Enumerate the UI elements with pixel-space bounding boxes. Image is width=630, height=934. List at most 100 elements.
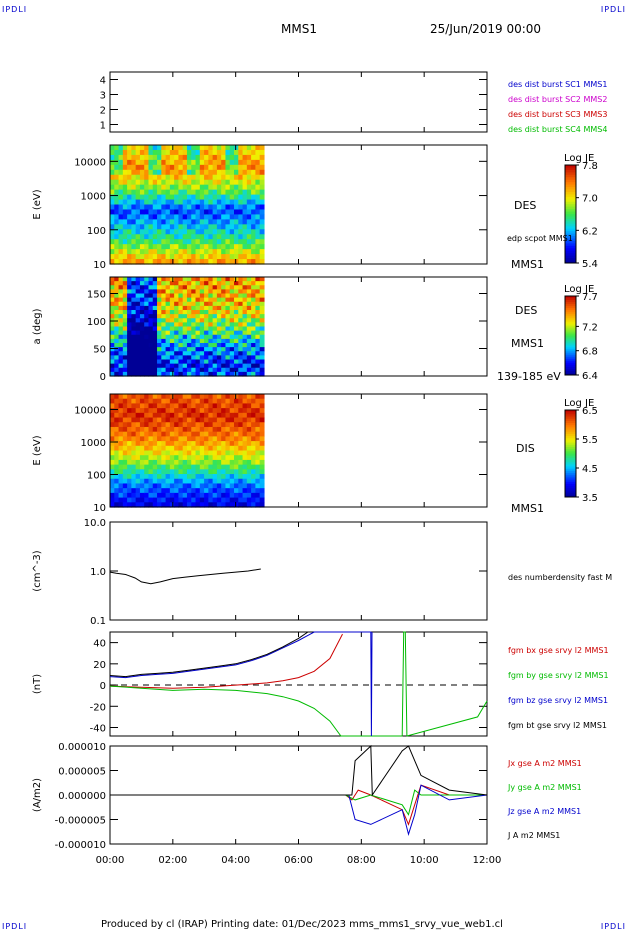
spectrogram-0-cell: [135, 184, 141, 191]
spectrogram-2-cell: [242, 459, 248, 466]
spectrogram-2-cell: [148, 417, 154, 423]
spectrogram-0-cell: [195, 254, 201, 260]
spectrogram-1-cell: [255, 338, 261, 344]
spectrogram-1-cell: [191, 305, 197, 311]
spectrogram-1-cell: [212, 326, 218, 332]
spectrogram-0-cell: [148, 199, 154, 206]
spectrogram-1-cell: [208, 326, 214, 332]
spectrogram-1-cell: [255, 343, 261, 348]
spectrogram-2-cell: [225, 398, 231, 405]
spectrogram-0-cell: [208, 179, 214, 186]
spectrogram-0-side-label: DES: [514, 199, 536, 212]
spectrogram-0-cell: [127, 189, 132, 196]
spectrogram-1-cell: [204, 334, 209, 340]
spectrogram-2-cell: [216, 459, 222, 466]
spectrogram-0-cell: [114, 154, 120, 161]
spectrogram-2-cell: [259, 450, 265, 456]
series-line: [109, 633, 343, 689]
spectrogram-0-colorbar-band: [565, 233, 576, 237]
spectrogram-2-cell: [135, 502, 141, 508]
spectrogram-0-cell: [174, 244, 180, 250]
spectrogram-1-cell: [246, 367, 252, 373]
spectrogram-1-cell: [225, 371, 231, 377]
spectrogram-2-cell: [246, 417, 252, 423]
spectrogram-0-cell: [110, 194, 115, 201]
spectrogram-0-cell: [216, 254, 222, 260]
spectrogram-1-cell: [255, 367, 261, 373]
spectrogram-2-cell: [242, 398, 248, 405]
spectrogram-0-colorbar-band: [565, 204, 576, 208]
spectrogram-0-cell: [204, 244, 209, 250]
spectrogram-0-cell: [169, 149, 175, 156]
spectrogram-2-cell: [229, 488, 235, 494]
spectrogram-2-cell: [122, 408, 128, 414]
spectrogram-2-cell: [139, 488, 145, 494]
spectrogram-1-cell: [174, 343, 180, 348]
spectrogram-0-cell: [208, 234, 214, 240]
spectrogram-2-cell: [259, 459, 265, 466]
spectrogram-2-cell: [165, 474, 171, 480]
spectrogram-0-cell: [139, 159, 145, 166]
spectrogram-1-cell: [255, 314, 261, 319]
spectrogram-0-cell: [157, 229, 162, 235]
spectrogram-0-cell: [122, 249, 128, 255]
spectrogram-0-cell: [152, 204, 158, 211]
spectrogram-2-cell: [221, 422, 227, 428]
spectrogram-1-cell: [118, 359, 124, 365]
spectrogram-0-cell: [255, 154, 261, 161]
spectrogram-0-cell: [234, 184, 239, 191]
spectrogram-0-cell: [255, 214, 261, 220]
spectrogram-1-cell: [242, 371, 248, 377]
spectrogram-2-cell: [178, 445, 184, 452]
spectrogram-1-cell: [225, 367, 231, 373]
spectrogram-1-cell: [182, 347, 188, 352]
spectrogram-0-cell: [199, 174, 205, 181]
spectrogram-0-cell: [246, 184, 252, 191]
spectrogram-1-cell: [165, 330, 171, 336]
spectrogram-1-cell: [152, 318, 158, 323]
spectrogram-1-cell: [204, 285, 209, 290]
spectrogram-2-cell: [238, 450, 244, 456]
spectrogram-0-cell: [208, 189, 214, 196]
spectrogram-2-cell: [110, 394, 115, 400]
spectrogram-0-cell: [208, 209, 214, 216]
spectrogram-0-cell: [131, 219, 137, 225]
spectrogram-2-cell: [208, 455, 214, 461]
spectrogram-0-cell: [131, 179, 137, 186]
spectrogram-2-cell: [251, 497, 256, 503]
spectrogram-1-cell: [165, 347, 171, 352]
spectrogram-0-colorbar-band: [565, 201, 576, 205]
spectrogram-1-cell: [161, 301, 167, 307]
spectrogram-2-cell: [199, 474, 205, 480]
spectrogram-0-cell: [148, 224, 154, 230]
spectrogram-0-cell: [212, 254, 218, 260]
spectrogram-1-cell: [251, 371, 256, 377]
spectrogram-2-cell: [148, 459, 154, 466]
spectrogram-1-cell: [178, 293, 184, 299]
spectrogram-1-cell: [169, 347, 175, 352]
spectrogram-1-cell: [251, 318, 256, 323]
spectrogram-0-cell: [148, 244, 154, 250]
spectrogram-1-cell: [152, 326, 158, 332]
spectrogram-0-cell: [169, 224, 175, 230]
spectrogram-1-cell: [246, 285, 252, 290]
spectrogram-2-cell: [114, 502, 120, 508]
spectrogram-2-cell: [208, 459, 214, 466]
spectrogram-1-cell: [242, 322, 248, 328]
spectrogram-0-cell: [174, 229, 180, 235]
spectrogram-0-cell: [216, 149, 222, 156]
spectrogram-0-cell: [152, 169, 158, 176]
spectrogram-1-cell: [122, 355, 128, 361]
line-panel-4-ylabel: (cm^-3): [32, 550, 43, 591]
spectrogram-1-cell: [234, 305, 239, 311]
spectrogram-2-cell: [131, 436, 137, 442]
spectrogram-2-cell: [229, 422, 235, 428]
spectrogram-2-cell: [229, 474, 235, 480]
spectrogram-2-cell: [191, 417, 197, 423]
spectrogram-0-cell: [229, 159, 235, 166]
spectrogram-2-cell: [110, 403, 115, 409]
spectrogram-0-colorbar-band: [565, 223, 576, 227]
spectrogram-0-cell: [169, 259, 175, 265]
spectrogram-2-cell: [186, 412, 192, 419]
spectrogram-1-cell: [118, 281, 124, 286]
